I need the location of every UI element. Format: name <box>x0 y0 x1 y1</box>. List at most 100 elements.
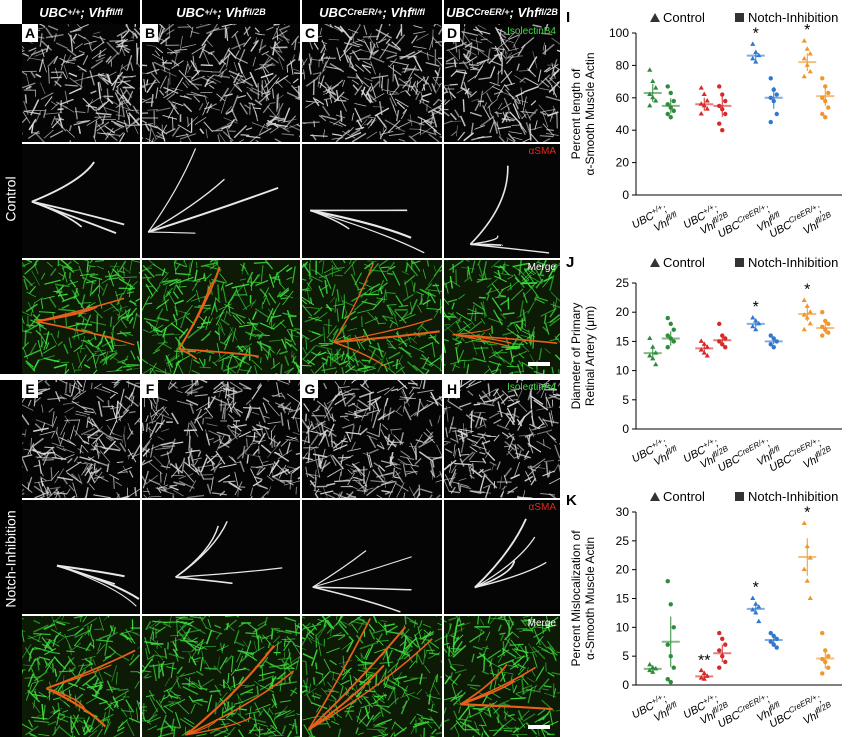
data-point-control <box>801 55 807 61</box>
legend-square-marker <box>735 13 744 22</box>
tile-notch-merge-2-texture <box>142 616 300 737</box>
data-point-control <box>801 566 807 572</box>
chart-K: K Control Notch-Inhibition 0 5 10 15 20 25 30 Perc… <box>564 489 842 731</box>
data-point-notch <box>665 84 670 89</box>
data-point-control <box>704 353 710 358</box>
y-tick-label: 60 <box>616 91 630 105</box>
tile-label: IsolectinB4 <box>507 26 556 37</box>
data-point-notch <box>717 321 722 327</box>
tile-control-sma-1-texture <box>31 161 125 235</box>
tile-control-merge-1 <box>22 260 140 374</box>
column-header-4: UBC CreER/+; Vhf fl/2B <box>444 0 560 24</box>
data-point-control <box>807 309 813 314</box>
data-point-notch <box>768 333 773 338</box>
panel-letter-H: H <box>444 380 460 398</box>
data-point-control <box>756 618 762 624</box>
legend-triangle-marker <box>650 258 660 267</box>
data-point-notch <box>768 76 773 81</box>
data-point-notch <box>774 92 779 97</box>
x-category-sup2: fl/2B <box>814 444 833 460</box>
data-point-control <box>704 106 710 111</box>
tile-control-iso-1-texture <box>22 24 140 142</box>
y-tick-label: 40 <box>616 123 630 137</box>
data-point-notch <box>774 645 779 650</box>
data-point-notch <box>768 342 773 347</box>
data-point-control <box>750 55 756 61</box>
x-category-sep: ; <box>764 437 772 449</box>
data-point-notch <box>768 630 773 636</box>
data-point-control <box>647 661 653 667</box>
tile-notch-merge-3-texture <box>302 616 442 737</box>
data-point-control <box>753 326 759 332</box>
data-point-notch <box>665 111 670 117</box>
tile-notch-merge-4-texture <box>444 616 560 737</box>
tile-notch-merge-3 <box>302 616 442 737</box>
tile-control-iso-4-texture <box>444 24 560 142</box>
data-point-control <box>647 335 653 340</box>
data-point-control <box>750 323 756 329</box>
data-point-notch <box>823 318 828 324</box>
significance-star: * <box>804 282 810 299</box>
tile-notch-iso-1: E <box>22 380 140 498</box>
x-category-sup2: fl/fl <box>665 444 678 457</box>
figure-left: UBC +/+; Vhf fl/fl UBC +/+; Vhf fl/2B UBC Cre… <box>0 0 560 737</box>
tile-notch-iso-2: F <box>142 380 300 498</box>
significance-star: ** <box>698 653 710 670</box>
data-point-notch <box>720 92 725 97</box>
panel-letter-B: B <box>142 24 158 42</box>
data-point-notch <box>720 636 725 642</box>
y-tick-label: 0 <box>622 678 629 692</box>
scale-bar <box>528 725 550 729</box>
data-point-notch <box>665 315 670 321</box>
data-point-notch <box>820 111 825 117</box>
data-point-notch <box>771 633 776 639</box>
legend-control: Control <box>663 489 705 504</box>
x-category-sep: ; <box>661 203 669 215</box>
panel-letter-D: D <box>444 24 460 42</box>
tile-control-merge-3 <box>302 260 442 374</box>
data-point-control <box>753 59 759 64</box>
y-axis-label-line2: α-Smooth Muscle Actin <box>583 537 597 660</box>
tile-label: Merge <box>527 262 556 273</box>
column-header-2: UBC +/+; Vhf fl/2B <box>142 0 300 24</box>
chart-J: J Control Notch-Inhibition 0 5 10 15 20 25 Diamet… <box>564 254 842 475</box>
y-tick-label: 20 <box>616 563 630 577</box>
data-point-control <box>801 73 807 79</box>
tile-control-sma-2 <box>142 144 300 258</box>
tile-control-sma-1 <box>22 144 140 258</box>
x-category-label: UBCCreER/+;Vhlfl/2B <box>768 437 834 475</box>
y-axis-label-line1: Percent Mislocalization of <box>569 530 583 667</box>
y-tick-label: 25 <box>616 534 630 548</box>
data-point-notch <box>668 602 673 607</box>
y-tick-label: 10 <box>616 364 630 378</box>
y-tick-label: 30 <box>616 505 630 519</box>
panel-letter-F: F <box>142 380 158 398</box>
col3-pre: UBC <box>319 4 348 20</box>
data-point-control <box>647 102 653 108</box>
col3-sup1: CreER/+ <box>347 7 383 17</box>
notch-sidebar <box>0 380 22 737</box>
data-point-notch <box>826 330 831 335</box>
data-point-control <box>650 78 656 84</box>
legend-control: Control <box>663 255 705 270</box>
tile-notch-merge-1-texture <box>22 616 140 737</box>
column-header-1: UBC +/+; Vhf fl/fl <box>22 0 140 24</box>
y-tick-label: 100 <box>609 26 629 40</box>
data-point-notch <box>665 579 670 584</box>
y-axis-label: Percent length of α-Smooth Muscle Actin <box>569 53 597 176</box>
tile-control-iso-2: B <box>142 24 300 142</box>
tile-notch-merge-1 <box>22 616 140 737</box>
tile-control-merge-1-texture <box>22 260 140 374</box>
tile-notch-sma-3 <box>302 500 442 614</box>
tile-control-iso-1: A <box>22 24 140 142</box>
data-point-control <box>801 297 807 303</box>
data-point-notch <box>671 339 676 344</box>
y-tick-label: 5 <box>622 393 629 407</box>
data-point-notch <box>717 648 722 653</box>
x-category-label: UBC+/+;Vhlfl/fl <box>630 437 678 469</box>
x-category-sep: ; <box>815 437 823 449</box>
data-point-control <box>653 85 659 90</box>
col1-sup2: fl/fl <box>109 7 123 17</box>
data-point-notch <box>671 665 676 670</box>
data-point-control <box>653 361 659 367</box>
